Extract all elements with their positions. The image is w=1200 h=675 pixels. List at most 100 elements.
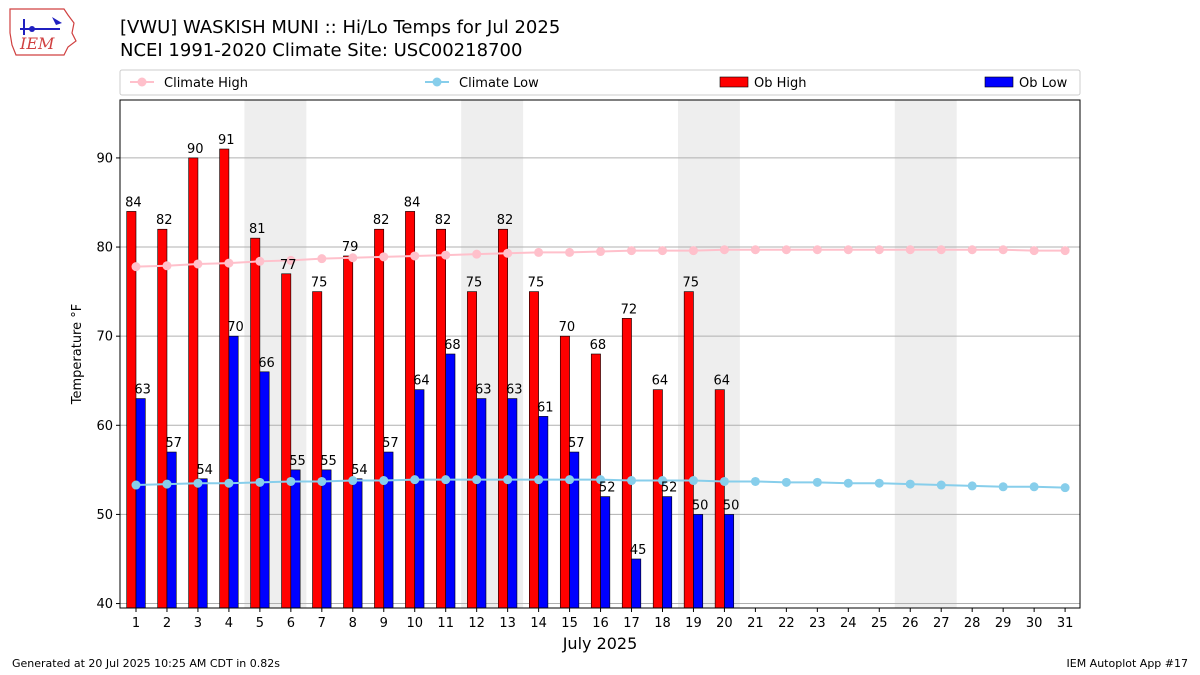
ob-low-bar — [724, 514, 735, 609]
climate-high-point — [286, 255, 296, 265]
x-tick-label: 15 — [561, 616, 578, 631]
climate-low-legend-label: Climate Low — [459, 76, 539, 91]
ob-low-label: 63 — [475, 383, 492, 398]
x-tick-label: 24 — [840, 616, 857, 631]
ob-high-label: 82 — [497, 213, 514, 228]
ob-high-label: 82 — [156, 213, 173, 228]
ob-low-label: 50 — [723, 498, 740, 513]
y-tick-label: 50 — [96, 508, 113, 523]
climate-high-point — [224, 258, 234, 268]
ob-low-label: 54 — [351, 463, 368, 478]
ob-low-label: 50 — [692, 498, 709, 513]
plot-frame — [119, 99, 1081, 609]
climate-high-point — [255, 256, 265, 266]
climate-high-point — [843, 245, 853, 255]
ob-high-bar — [281, 273, 292, 609]
x-tick-label: 5 — [256, 616, 264, 631]
climate-low-legend-marker — [432, 77, 442, 87]
climate-high-point — [627, 246, 637, 256]
ob-high-label: 68 — [590, 338, 607, 353]
climate-low-point — [719, 476, 729, 486]
climate-high-point — [936, 245, 946, 255]
legend-box — [119, 69, 1081, 96]
climate-high-point — [1060, 246, 1070, 256]
climate-low-point — [255, 477, 265, 487]
ob-high-label: 75 — [311, 276, 328, 291]
climate-high-point — [812, 245, 822, 255]
ob-high-bar — [374, 228, 385, 609]
ob-high-label: 90 — [187, 142, 204, 157]
ob-high-legend-label: Ob High — [754, 76, 807, 91]
climate-low-point — [472, 475, 482, 485]
ob-high-bar — [621, 318, 632, 609]
climate-high-point — [905, 245, 915, 255]
climate-low-point — [1060, 483, 1070, 493]
ob-low-label: 52 — [599, 481, 616, 496]
climate-low-point — [596, 475, 606, 485]
ob-high-bar — [529, 291, 539, 609]
ob-low-bar — [414, 389, 425, 609]
climate-low-point — [998, 482, 1008, 492]
y-axis: 40 50 60 70 80 90 — [96, 151, 120, 612]
climate-low-point — [503, 475, 513, 485]
ob-high-label: 81 — [249, 222, 266, 237]
x-tick-label: 22 — [778, 616, 795, 631]
x-tick-label: 23 — [809, 616, 826, 631]
y-tick-label: 60 — [96, 419, 113, 434]
climate-low-point — [967, 481, 977, 491]
climate-low-point — [193, 478, 203, 488]
ob-low-label: 63 — [134, 383, 151, 398]
observation-bars — [126, 148, 735, 609]
climate-high-point — [410, 251, 420, 261]
ob-high-bar — [652, 389, 663, 609]
x-tick-label: 18 — [654, 616, 671, 631]
climate-low-point — [534, 475, 544, 485]
ob-low-legend-label: Ob Low — [1019, 76, 1068, 91]
climate-low-point — [627, 476, 637, 486]
bar-value-labels: 84 82 90 91 81 77 75 79 82 84 82 75 82 75 70 68 72 64 75 64… — [125, 133, 739, 558]
ob-high-bar — [219, 148, 230, 609]
climate-high-point — [874, 245, 884, 255]
climate-low-point — [565, 475, 575, 485]
ob-low-bar — [538, 416, 549, 609]
ob-low-bar — [631, 558, 642, 609]
climate-high-point — [441, 250, 451, 260]
ob-low-label: 63 — [506, 383, 523, 398]
ob-low-label: 57 — [382, 436, 399, 451]
climate-low-point — [874, 478, 884, 488]
x-tick-label: 27 — [933, 616, 950, 631]
ob-high-bar — [436, 228, 446, 609]
x-tick-label: 28 — [964, 616, 981, 631]
ob-low-label: 55 — [320, 454, 337, 469]
ob-high-label: 84 — [404, 195, 421, 210]
ob-low-bar — [259, 371, 270, 609]
y-axis-label: Temperature °F — [70, 304, 85, 405]
x-tick-label: 12 — [468, 616, 485, 631]
ob-low-bar — [135, 398, 146, 609]
x-tick-label: 8 — [349, 616, 357, 631]
ob-low-bar — [197, 478, 208, 609]
ob-high-bar — [188, 157, 199, 609]
climate-low-point — [750, 476, 760, 486]
climate-high-point — [688, 246, 698, 256]
ob-high-label: 91 — [218, 133, 235, 148]
climate-low-point — [688, 476, 698, 486]
ob-low-label: 45 — [630, 543, 647, 558]
ob-low-label: 70 — [227, 320, 244, 335]
climate-low-point — [348, 476, 358, 486]
climate-lines — [131, 245, 1070, 493]
ob-high-bar — [559, 335, 570, 609]
ob-high-label: 84 — [125, 195, 142, 210]
climate-low-point — [441, 475, 451, 485]
x-tick-label: 29 — [995, 616, 1012, 631]
ob-high-label: 77 — [280, 258, 297, 273]
ob-low-bar — [693, 514, 704, 609]
x-tick-label: 26 — [902, 616, 919, 631]
climate-low-point — [410, 475, 420, 485]
climate-high-point — [193, 259, 203, 269]
x-tick-label: 13 — [499, 616, 516, 631]
climate-high-point — [317, 254, 327, 264]
x-tick-label: 14 — [530, 616, 547, 631]
ob-high-bar — [683, 291, 694, 609]
ob-high-bar — [250, 237, 261, 609]
